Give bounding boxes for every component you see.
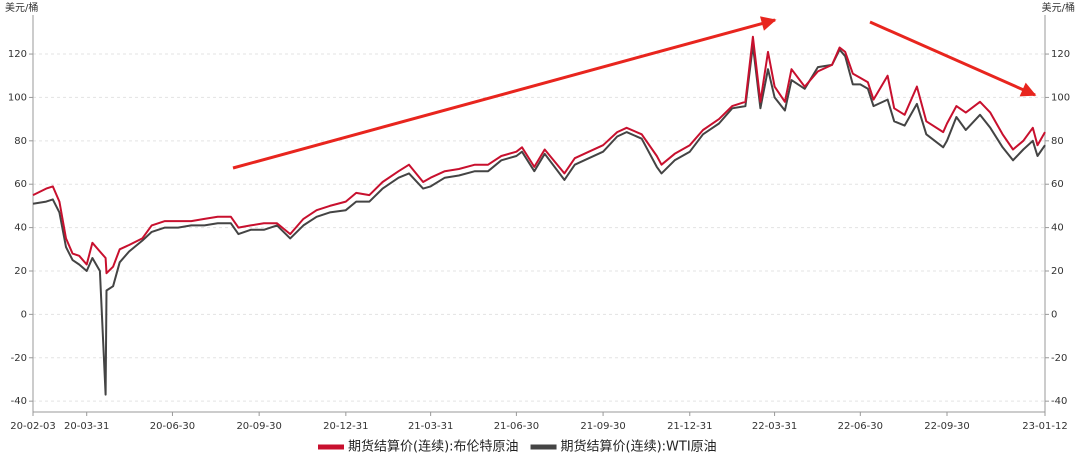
y-tick-label: 120 bbox=[8, 49, 27, 60]
y-tick-label: 40 bbox=[14, 223, 27, 234]
x-tick-label: 20-03-31 bbox=[64, 421, 109, 432]
y-tick-label: 80 bbox=[14, 136, 27, 147]
x-tick-label: 22-09-30 bbox=[924, 421, 969, 432]
y2-tick-label: 20 bbox=[1051, 266, 1064, 277]
x-tick-label: 21-06-30 bbox=[494, 421, 539, 432]
x-tick-label: 20-12-31 bbox=[323, 421, 368, 432]
y-tick-label: 0 bbox=[21, 309, 27, 320]
x-tick-label: 22-06-30 bbox=[838, 421, 883, 432]
y2-tick-label: 80 bbox=[1051, 136, 1064, 147]
y2-tick-label: 100 bbox=[1051, 92, 1070, 103]
legend-text: 期货结算价(连续):布伦特原油 bbox=[348, 439, 519, 455]
y-tick-label: 60 bbox=[14, 179, 27, 190]
y2-tick-label: 40 bbox=[1051, 223, 1064, 234]
y-tick-label: -40 bbox=[11, 396, 27, 407]
x-tick-label: 23-01-12 bbox=[1022, 421, 1067, 432]
legend-text: 期货结算价(连续):WTI原油 bbox=[561, 439, 717, 455]
x-tick-label: 20-09-30 bbox=[236, 421, 281, 432]
y-tick-label: 100 bbox=[8, 92, 27, 103]
y-tick-label: -20 bbox=[11, 353, 27, 364]
x-tick-label: 20-06-30 bbox=[150, 421, 195, 432]
x-tick-label: 22-03-31 bbox=[752, 421, 797, 432]
y2-tick-label: 60 bbox=[1051, 179, 1064, 190]
y2-axis-label: 美元/桶 bbox=[1042, 1, 1075, 14]
series-line bbox=[32, 44, 1046, 396]
y2-tick-label: -40 bbox=[1051, 396, 1067, 407]
annotation-arrow bbox=[869, 20, 1037, 97]
x-tick-label: 21-09-30 bbox=[580, 421, 625, 432]
x-tick-label: 21-03-31 bbox=[408, 421, 453, 432]
y2-tick-label: -20 bbox=[1051, 353, 1067, 364]
y2-tick-label: 0 bbox=[1051, 309, 1057, 320]
series-line bbox=[32, 35, 1046, 275]
y2-tick-label: 120 bbox=[1051, 49, 1070, 60]
y-tick-label: 20 bbox=[14, 266, 27, 277]
y-axis-label: 美元/桶 bbox=[5, 1, 38, 14]
x-tick-label: 21-12-31 bbox=[667, 421, 712, 432]
x-tick-label: 20-02-03 bbox=[10, 421, 55, 432]
annotation-arrow bbox=[232, 16, 777, 170]
